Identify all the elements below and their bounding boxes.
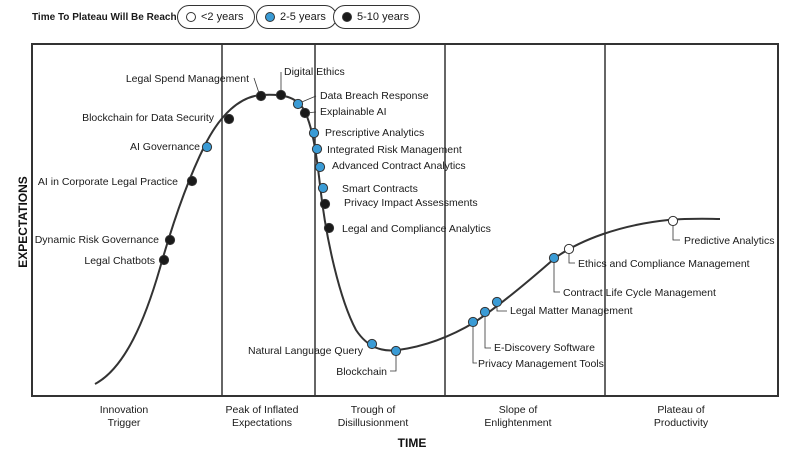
tech-marker xyxy=(201,141,213,153)
phase-label: Peak of Inflated xyxy=(226,404,299,416)
legend-title: Time To Plateau Will Be Reached: xyxy=(32,12,192,23)
tech-marker xyxy=(299,107,311,119)
tech-marker xyxy=(390,345,402,357)
phase-label: Enlightenment xyxy=(484,417,551,429)
x-axis-label: TIME xyxy=(398,436,427,450)
tech-label: Explainable AI xyxy=(320,106,387,118)
tech-marker xyxy=(255,90,267,102)
tech-marker xyxy=(311,143,323,155)
phase-label: Slope of xyxy=(499,404,538,416)
tech-label: Integrated Risk Management xyxy=(327,144,462,156)
tech-label: Legal Chatbots xyxy=(84,255,155,267)
tech-marker xyxy=(158,254,170,266)
phase-label: Expectations xyxy=(232,417,292,429)
tech-label: AI Governance xyxy=(130,141,200,153)
tech-marker xyxy=(667,215,679,227)
blue-dot-icon xyxy=(265,12,275,22)
phase-label: Plateau of xyxy=(657,404,704,416)
tech-label: Data Breach Response xyxy=(320,90,429,102)
tech-label: Dynamic Risk Governance xyxy=(35,234,159,246)
tech-label: AI in Corporate Legal Practice xyxy=(38,176,178,188)
legend: Time To Plateau Will Be Reached: <2 year… xyxy=(0,4,793,32)
tech-marker xyxy=(186,175,198,187)
tech-label: Digital Ethics xyxy=(284,66,345,78)
tech-label: Legal Matter Management xyxy=(510,305,633,317)
tech-marker xyxy=(319,198,331,210)
tech-markers xyxy=(158,89,679,357)
phase-label: Disillusionment xyxy=(338,417,409,429)
tech-marker xyxy=(292,98,304,110)
black-dot-icon xyxy=(342,12,352,22)
tech-label: Contract Life Cycle Management xyxy=(563,287,716,299)
tech-marker xyxy=(548,252,560,264)
tech-marker xyxy=(467,316,479,328)
tech-label: Advanced Contract Analytics xyxy=(332,160,466,172)
legend-label: 5-10 years xyxy=(357,11,409,23)
tech-marker xyxy=(314,161,326,173)
tech-marker xyxy=(366,338,378,350)
tech-label: E-Discovery Software xyxy=(494,342,595,354)
tech-label: Privacy Impact Assessments xyxy=(344,197,478,209)
tech-marker xyxy=(479,306,491,318)
tech-label: Natural Language Query xyxy=(248,345,364,357)
tech-label: Smart Contracts xyxy=(342,183,418,195)
tech-marker xyxy=(164,234,176,246)
white-dot-icon xyxy=(186,12,196,22)
phase-label: Trough of xyxy=(351,404,396,416)
tech-label: Privacy Management Tools xyxy=(478,358,604,370)
tech-marker xyxy=(308,127,320,139)
legend-label: <2 years xyxy=(201,11,244,23)
phase-label: Trigger xyxy=(108,417,141,429)
tech-label: Legal and Compliance Analytics xyxy=(342,223,491,235)
tech-label: Blockchain xyxy=(336,366,387,378)
y-axis-label: EXPECTATIONS xyxy=(16,176,30,268)
tech-marker xyxy=(275,89,287,101)
plot-frame xyxy=(31,43,779,397)
legend-item-lt2: <2 years xyxy=(177,5,255,29)
phase-label: Innovation xyxy=(100,404,149,416)
tech-marker xyxy=(323,222,335,234)
tech-label: Legal Spend Management xyxy=(126,73,249,85)
tech-marker xyxy=(223,113,235,125)
phase-label: Productivity xyxy=(654,417,709,429)
tech-label: Prescriptive Analytics xyxy=(325,127,424,139)
legend-item-2to5: 2-5 years xyxy=(256,5,337,29)
tech-marker xyxy=(491,296,503,308)
tech-marker xyxy=(317,182,329,194)
tech-label: Ethics and Compliance Management xyxy=(578,258,750,270)
legend-label: 2-5 years xyxy=(280,11,326,23)
legend-item-5to10: 5-10 years xyxy=(333,5,420,29)
tech-label: Predictive Analytics xyxy=(684,235,774,247)
tech-label: Blockchain for Data Security xyxy=(82,112,215,124)
tech-marker xyxy=(563,243,575,255)
